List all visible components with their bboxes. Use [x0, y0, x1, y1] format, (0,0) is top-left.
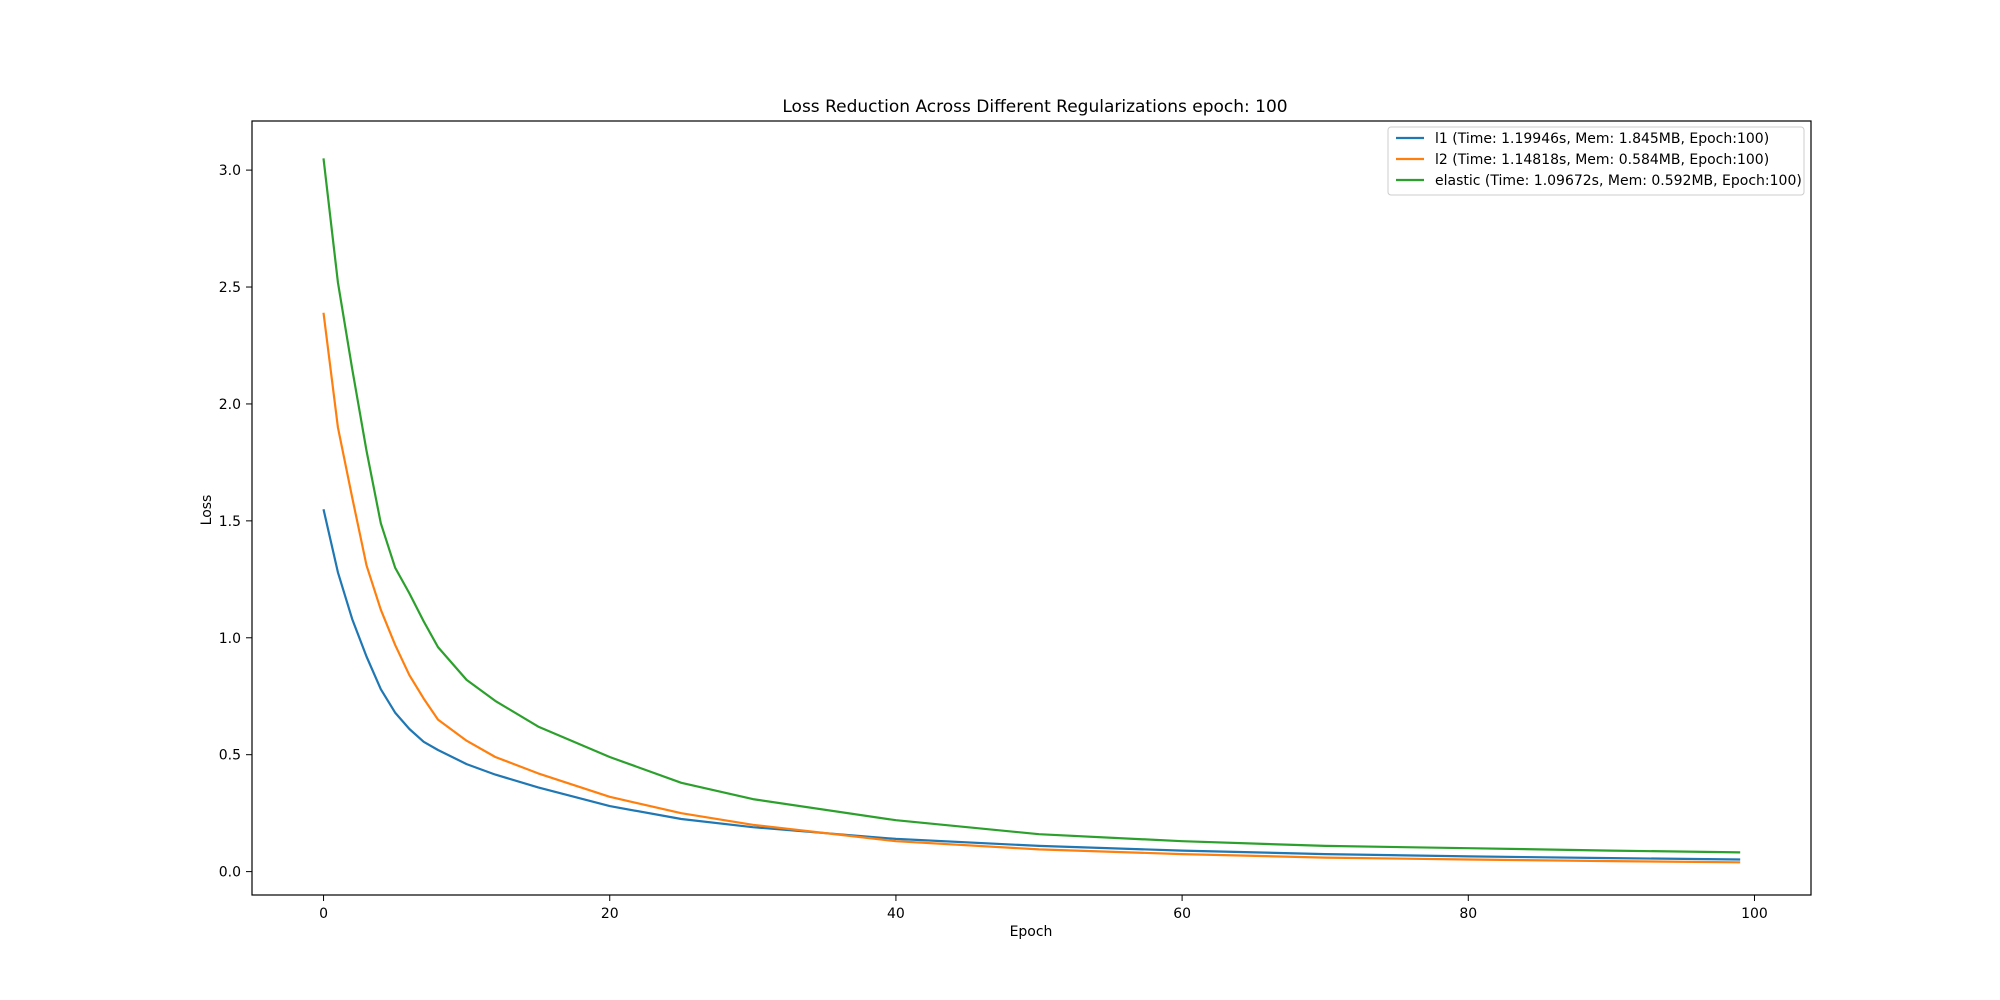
x-tick-label: 0 [319, 906, 328, 922]
y-axis-title: Loss [199, 495, 215, 526]
y-tick-label: 3.0 [219, 163, 241, 179]
chart-title: Loss Reduction Across Different Regulari… [782, 97, 1287, 117]
series-line-1 [322, 312, 1741, 864]
x-tick-label: 80 [1459, 906, 1477, 922]
y-tick-label: 1.5 [219, 514, 241, 530]
y-tick-label: 2.0 [219, 397, 241, 413]
x-axis-title: Epoch [1010, 924, 1053, 940]
legend-label-1: l2 (Time: 1.14818s, Mem: 0.584MB, Epoch:… [1435, 152, 1769, 168]
y-tick-label: 1.0 [219, 631, 241, 647]
x-tick-label: 20 [601, 906, 619, 922]
y-axis: 0.0 0.5 1.0 1.5 2.0 2.5 3.0 [219, 163, 252, 881]
y-tick-label: 2.5 [219, 280, 241, 296]
series-layer [322, 158, 1741, 864]
series-line-2 [322, 158, 1741, 854]
series-line-0 [322, 508, 1741, 861]
plot-frame [251, 120, 1812, 896]
x-tick-label: 100 [1741, 906, 1768, 922]
y-tick-label: 0.0 [219, 865, 241, 881]
y-tick-label: 0.5 [219, 748, 241, 764]
legend-box [1387, 126, 1805, 196]
x-axis: 0 20 40 60 80 100 [319, 895, 1768, 922]
x-tick-label: 40 [887, 906, 905, 922]
legend: l1 (Time: 1.19946s, Mem: 1.845MB, Epoch:… [1387, 126, 1805, 196]
legend-label-2: elastic (Time: 1.09672s, Mem: 0.592MB, E… [1435, 173, 1802, 189]
x-tick-label: 60 [1173, 906, 1191, 922]
legend-label-0: l1 (Time: 1.19946s, Mem: 1.845MB, Epoch:… [1435, 131, 1769, 147]
